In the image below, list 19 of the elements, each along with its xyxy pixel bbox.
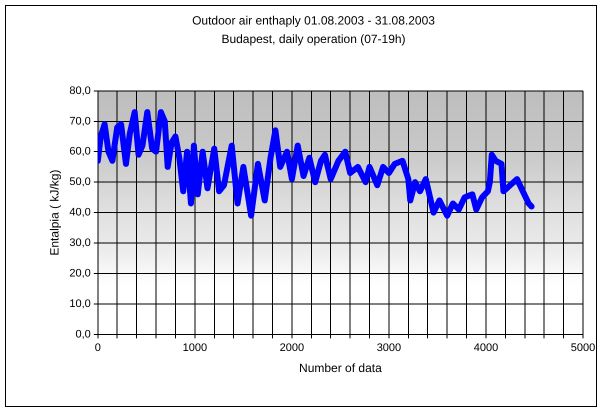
y-tick-label: 80,0 bbox=[69, 84, 91, 97]
x-axis-title: Number of data bbox=[299, 361, 382, 376]
y-tick-label: 0,0 bbox=[76, 328, 91, 340]
y-tick-label: 20,0 bbox=[69, 268, 91, 280]
x-tick-label: 1000 bbox=[182, 342, 208, 354]
y-axis-title: Entalpia ( kJ/kg) bbox=[48, 170, 62, 256]
y-tick-label: 10,0 bbox=[69, 298, 91, 310]
y-tick-label: 60,0 bbox=[69, 146, 91, 158]
x-tick-label: 2000 bbox=[280, 342, 304, 354]
y-tick-label: 30,0 bbox=[69, 237, 91, 250]
x-tick-label: 3000 bbox=[376, 342, 402, 354]
chart-subtitle: Budapest, daily operation (07-19h) bbox=[221, 32, 406, 46]
x-tick-label: 0 bbox=[94, 342, 101, 354]
x-tick-label: 4000 bbox=[474, 342, 498, 354]
y-tick-label: 50,0 bbox=[69, 176, 91, 188]
x-tick-label: 5000 bbox=[570, 342, 596, 354]
y-tick-label: 40,0 bbox=[69, 206, 91, 219]
chart-title: Outdoor air enthaply 01.08.2003 - 31.08.2003 bbox=[192, 14, 436, 28]
y-tick-label: 70,0 bbox=[69, 115, 91, 128]
